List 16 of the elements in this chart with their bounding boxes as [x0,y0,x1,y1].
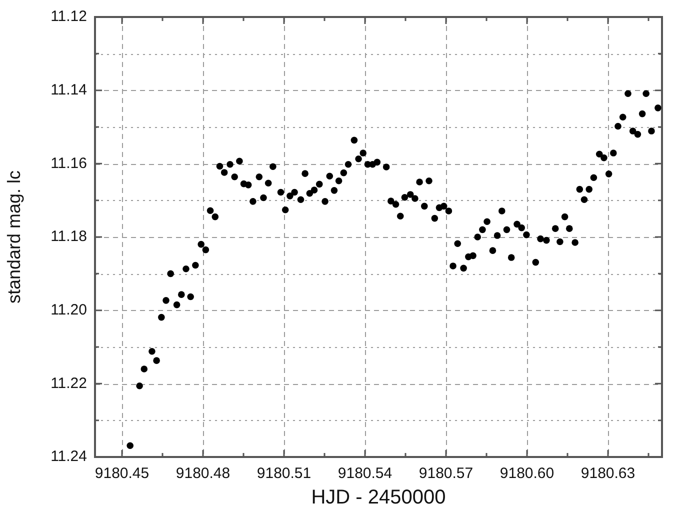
y-tick-label: 11.14 [50,81,87,98]
y-axis-title: standard mag. lc [4,170,24,304]
x-tick-label: 9180.60 [500,465,554,482]
y-tick-label: 11.16 [50,154,87,172]
y-tick-label: 11.22 [50,374,87,392]
x-tick-label: 9180.57 [418,465,474,482]
y-tick-label: 11.24 [50,448,87,466]
y-tick-label: 11.18 [50,228,87,246]
y-tick-label: 11.20 [50,301,87,318]
x-tick-label: 9180.63 [580,465,636,482]
x-axis-title: HJD - 2450000 [311,486,446,509]
x-tick-label: 9180.48 [176,465,230,482]
x-tick-label: 9180.45 [94,465,150,482]
y-tick-label: 11.12 [50,8,87,26]
x-tick-label: 9180.51 [256,465,312,482]
x-tick-label: 9180.54 [338,465,392,482]
